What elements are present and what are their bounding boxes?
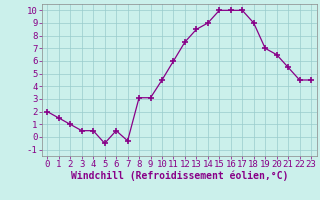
X-axis label: Windchill (Refroidissement éolien,°C): Windchill (Refroidissement éolien,°C): [70, 171, 288, 181]
